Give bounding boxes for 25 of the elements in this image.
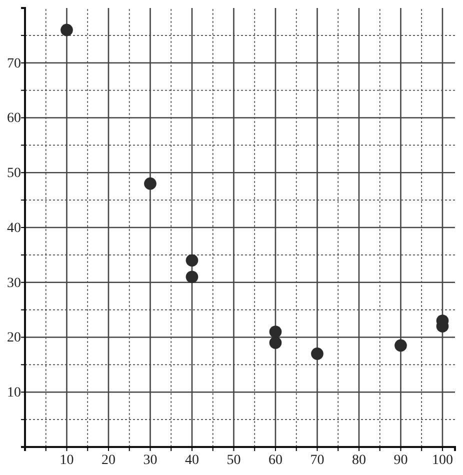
x-tick-label: 10 xyxy=(60,452,74,468)
y-tick-label: 10 xyxy=(7,386,21,401)
point xyxy=(269,326,282,338)
point xyxy=(60,24,73,36)
x-tick-label: 100 xyxy=(432,452,453,468)
point xyxy=(186,254,198,267)
y-tick-label: 40 xyxy=(7,220,21,236)
y-tick-label: 70 xyxy=(7,56,21,72)
x-tick-label: 80 xyxy=(352,452,366,468)
point xyxy=(394,339,407,352)
x-tick-label: 60 xyxy=(268,452,282,468)
y-tick-label: 50 xyxy=(7,166,21,182)
y-tick-label: 30 xyxy=(7,276,21,291)
x-tick-label: 70 xyxy=(310,452,324,468)
x-tick-label: 50 xyxy=(226,452,241,468)
point xyxy=(144,177,156,190)
point xyxy=(269,336,282,349)
point xyxy=(311,348,324,360)
x-tick-label: 40 xyxy=(184,452,199,468)
x-tick-label: 30 xyxy=(143,452,158,468)
point xyxy=(186,270,198,284)
y-tick-label: 20 xyxy=(7,330,21,346)
x-tick-label: 90 xyxy=(394,452,408,468)
y-tick-label: 60 xyxy=(7,111,21,126)
x-tick-label: 20 xyxy=(101,452,116,468)
